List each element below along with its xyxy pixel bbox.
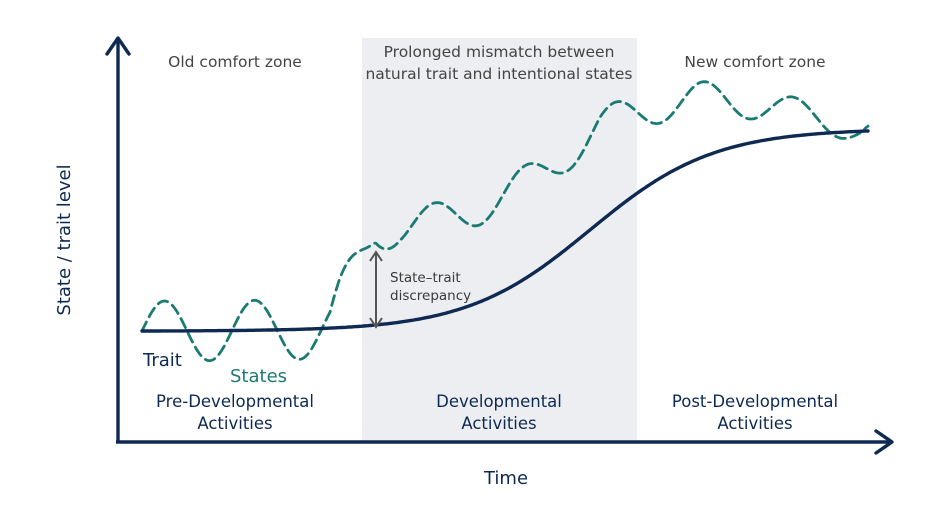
discrepancy-label-line1: State–trait <box>390 270 461 286</box>
developmental-label-line2: Activities <box>461 414 536 433</box>
x-axis <box>116 429 894 455</box>
post-developmental-label-line1: Post-Developmental <box>672 392 838 411</box>
y-axis-label: State / trait level <box>54 164 75 315</box>
old-comfort-zone-label: Old comfort zone <box>168 53 302 71</box>
discrepancy-label-line2: discrepancy <box>390 288 471 304</box>
y-axis <box>105 36 131 443</box>
x-axis-label: Time <box>483 468 528 489</box>
developmental-label-line1: Developmental <box>436 392 562 411</box>
trait-curve <box>140 129 870 333</box>
post-developmental-label-line2: Activities <box>717 414 792 433</box>
mismatch-region <box>362 38 637 441</box>
new-comfort-zone-label: New comfort zone <box>684 53 825 71</box>
mismatch-label-line1: Prolonged mismatch between <box>384 43 615 61</box>
pre-developmental-label-line1: Pre-Developmental <box>156 392 314 411</box>
trait-label: Trait <box>142 350 182 371</box>
states-label: States <box>230 366 287 387</box>
pre-developmental-label-line2: Activities <box>197 414 272 433</box>
states-curve <box>140 80 870 363</box>
discrepancy-arrow <box>369 250 383 329</box>
mismatch-label-line2: natural trait and intentional states <box>365 65 632 83</box>
